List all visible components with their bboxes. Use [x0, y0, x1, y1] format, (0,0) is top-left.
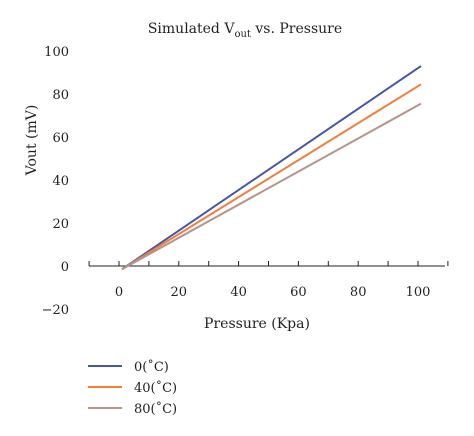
x-axis-ticks: 0 20 40 60 80 100: [88, 261, 449, 300]
x-tick-label: 80: [350, 285, 367, 300]
legend-label: 80(˚C): [134, 401, 177, 417]
y-tick-label: 100: [44, 45, 69, 60]
chart-title-suffix: vs. Pressure: [251, 21, 342, 37]
legend: 0(˚C) 40(˚C) 80(˚C): [88, 359, 177, 417]
series-line: [121, 102, 422, 271]
x-tick-label: 100: [406, 285, 431, 300]
chart-title-main: Simulated V: [148, 21, 236, 37]
y-tick-label: 0: [61, 260, 69, 275]
series-lines: [121, 65, 422, 271]
x-tick-label: 0: [115, 285, 123, 300]
y-axis-tick-labels: −20 0 20 40 60 80 100: [42, 45, 69, 318]
x-tick-label: 20: [171, 285, 188, 300]
y-tick-label: −20: [42, 303, 69, 318]
x-tick-label: 40: [230, 285, 247, 300]
y-tick-label: 60: [52, 131, 69, 146]
chart-title-subscript: out: [234, 29, 250, 40]
series-line: [121, 65, 422, 271]
chart-title: Simulated Vout vs. Pressure: [148, 21, 342, 40]
x-tick-label: 60: [290, 285, 307, 300]
legend-label: 40(˚C): [134, 380, 177, 396]
y-tick-label: 80: [52, 88, 69, 103]
legend-label: 0(˚C): [134, 359, 169, 375]
y-tick-label: 40: [52, 174, 69, 189]
y-tick-label: 20: [52, 217, 69, 232]
y-axis-label: Vout (mV): [24, 105, 40, 177]
x-axis-label: Pressure (Kpa): [204, 316, 310, 332]
series-line: [121, 83, 422, 271]
